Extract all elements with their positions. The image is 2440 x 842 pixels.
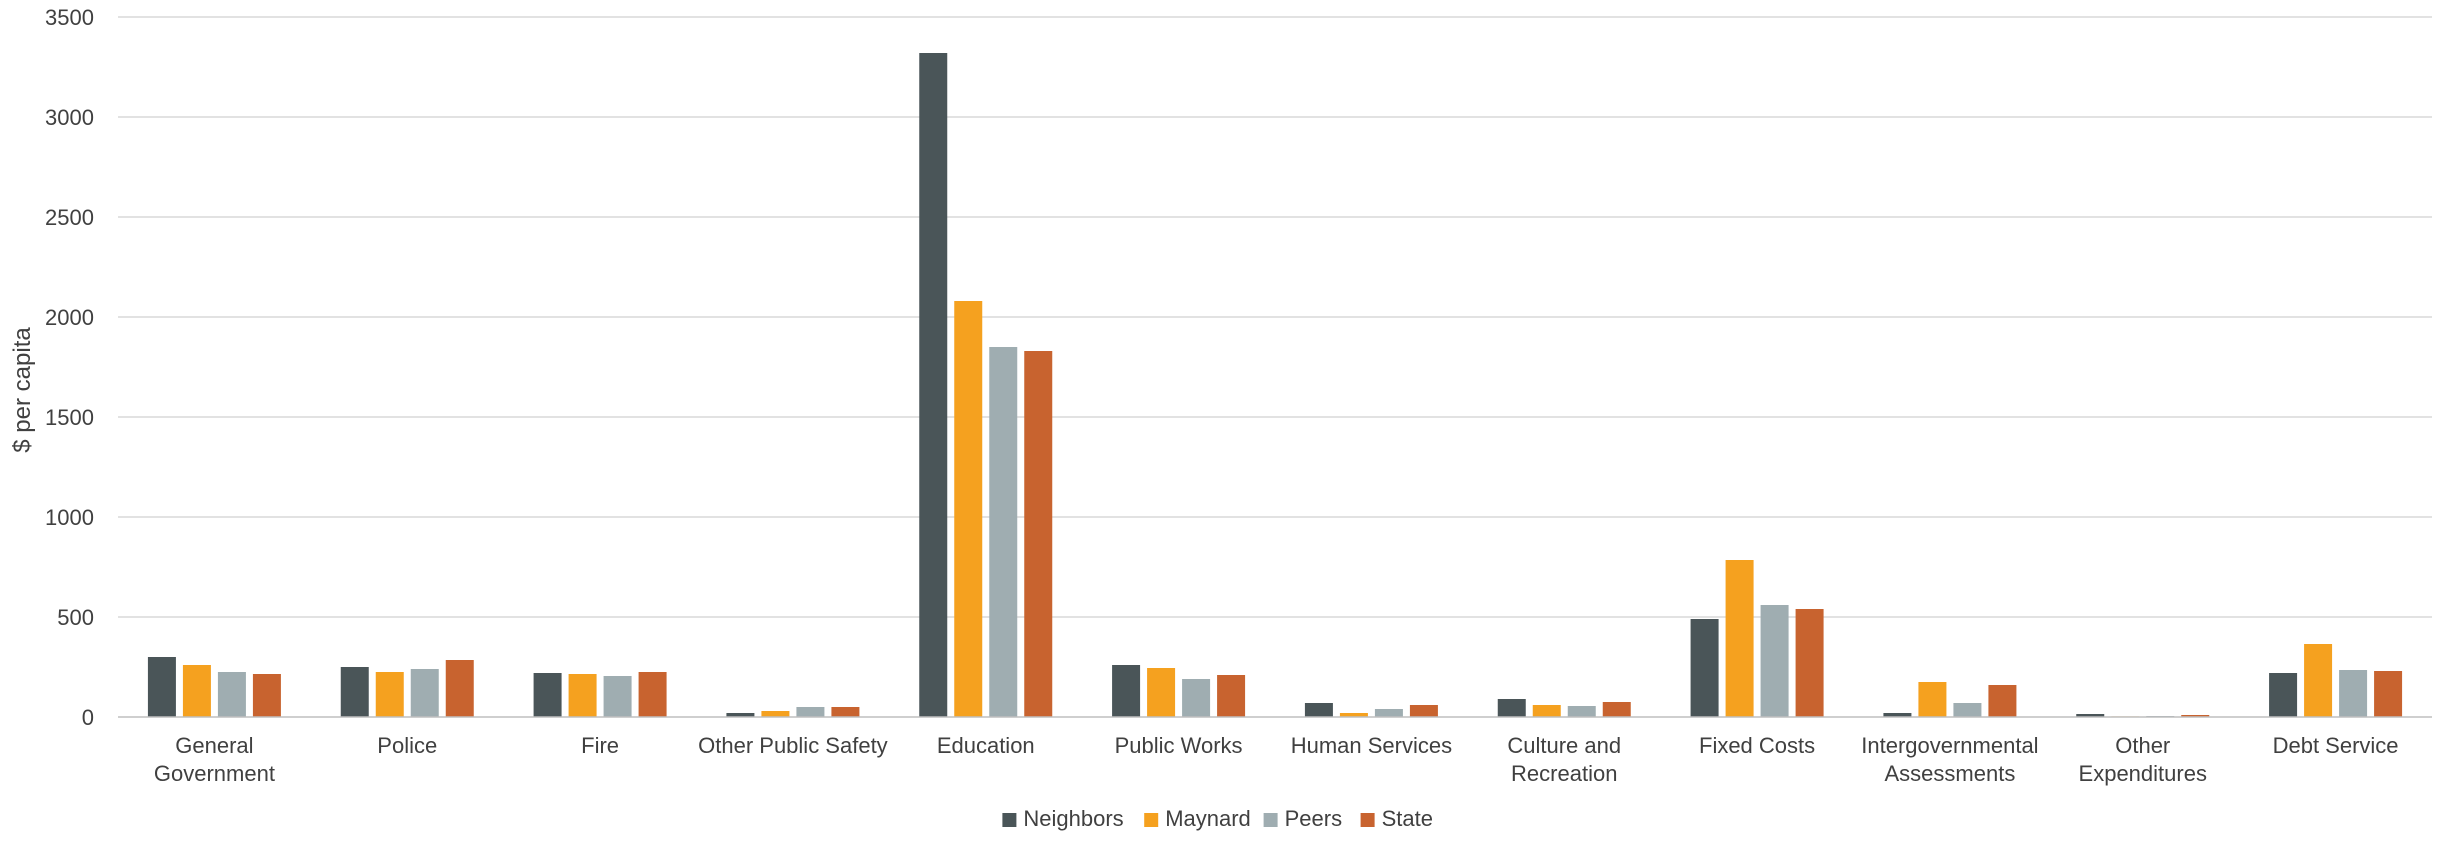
y-tick-label: 3000 (45, 105, 94, 130)
bar-neighbors (147, 657, 176, 717)
bar-neighbors (2076, 714, 2105, 717)
bar-state (1795, 609, 1824, 717)
x-tick-label-line: Police (377, 733, 437, 758)
bar-peers (2339, 670, 2368, 717)
x-tick-label-line: Assessments (1885, 761, 2016, 786)
bar-maynard (1532, 705, 1561, 717)
bar-state (2181, 715, 2210, 717)
x-tick-label-line: Human Services (1291, 733, 1452, 758)
bar-neighbors (1497, 699, 1526, 717)
bar-state (1409, 705, 1438, 717)
bar-maynard (182, 665, 211, 717)
y-tick-label: 500 (57, 605, 94, 630)
bar-neighbors (1690, 619, 1719, 717)
x-tick-label-line: Other (2115, 733, 2170, 758)
bar-maynard (375, 672, 404, 717)
bar-neighbors (1883, 713, 1912, 717)
legend-label-peers: Peers (1285, 806, 1342, 831)
bar-state (638, 672, 667, 717)
x-tick-label: Public Works (1115, 733, 1243, 758)
bar-neighbors (340, 667, 369, 717)
x-tick-label-line: Expenditures (2079, 761, 2207, 786)
x-tick-label: Debt Service (2273, 733, 2399, 758)
x-tick-label-line: Government (154, 761, 275, 786)
legend-label-neighbors: Neighbors (1023, 806, 1123, 831)
x-tick-label-line: Debt Service (2273, 733, 2399, 758)
x-tick-label: General Government (154, 733, 275, 786)
bar-maynard (1147, 668, 1176, 717)
y-axis-ticks: 0 500 1000 1500 2000 2500 3000 3500 (45, 5, 94, 730)
bar-neighbors (919, 53, 948, 717)
bar-peers (1182, 679, 1211, 717)
bar-neighbors (1112, 665, 1141, 717)
bar-neighbors (2269, 673, 2298, 717)
bar-maynard (1725, 560, 1754, 717)
y-tick-label: 1500 (45, 405, 94, 430)
bar-peers (410, 669, 439, 717)
bar-peers (1953, 703, 1982, 717)
bar-state (445, 660, 474, 717)
x-tick-label: Culture and Recreation (1507, 733, 1621, 786)
legend-swatch-neighbors (1002, 813, 1017, 827)
legend-swatch-maynard (1144, 813, 1159, 827)
x-tick-label: Intergovernmental Assessments (1861, 733, 2038, 786)
x-tick-label-line: Intergovernmental (1861, 733, 2038, 758)
bar-maynard (761, 711, 790, 717)
bar-state (831, 707, 860, 717)
x-axis-category-labels: General Government Police Fire Other Public … (154, 733, 2399, 786)
x-tick-label-line: Culture and (1507, 733, 1621, 758)
x-tick-label-line: Education (937, 733, 1035, 758)
bar-peers (1374, 709, 1403, 717)
legend-swatch-peers (1263, 813, 1278, 827)
gridlines (118, 16, 2432, 618)
bar-peers (603, 676, 632, 717)
bar-peers (989, 347, 1018, 717)
x-tick-label: Fire (581, 733, 619, 758)
bar-peers (1760, 605, 1789, 717)
x-tick-label-line: Other Public Safety (698, 733, 888, 758)
bar-neighbors (533, 673, 562, 717)
bar-maynard (1339, 713, 1368, 717)
bar-state (1217, 675, 1246, 717)
legend-label-state: State (1382, 806, 1433, 831)
bar-maynard (1918, 682, 1947, 717)
legend: Neighbors Maynard Peers State (1002, 806, 1433, 831)
legend-swatch-state (1360, 813, 1375, 827)
bar-maynard (568, 674, 597, 717)
y-tick-label: 1000 (45, 505, 94, 530)
y-axis-title: $ per capita (9, 327, 36, 453)
y-tick-label: 0 (82, 705, 94, 730)
x-tick-label: Other Public Safety (698, 733, 888, 758)
x-tick-label: Fixed Costs (1699, 733, 1815, 758)
bar-maynard (954, 301, 983, 717)
y-tick-label: 2500 (45, 205, 94, 230)
bar-peers (1567, 706, 1596, 717)
x-tick-label-line: Recreation (1511, 761, 1617, 786)
bar-state (1602, 702, 1631, 717)
bar-neighbors (726, 713, 755, 717)
x-tick-label-line: Fire (581, 733, 619, 758)
x-tick-label-line: General (175, 733, 253, 758)
y-tick-label: 2000 (45, 305, 94, 330)
bar-peers (217, 672, 246, 717)
x-tick-label: Other Expenditures (2079, 733, 2207, 786)
bar-maynard (2304, 644, 2333, 717)
bars (147, 53, 2403, 717)
legend-label-maynard: Maynard (1165, 806, 1251, 831)
x-tick-label-line: Fixed Costs (1699, 733, 1815, 758)
bar-state (252, 674, 281, 717)
x-tick-label: Education (937, 733, 1035, 758)
x-tick-label: Police (377, 733, 437, 758)
x-tick-label-line: Public Works (1115, 733, 1243, 758)
bar-state (2374, 671, 2403, 717)
bar-state (1024, 351, 1053, 717)
x-tick-label: Human Services (1291, 733, 1452, 758)
bar-neighbors (1304, 703, 1333, 717)
y-tick-label: 3500 (45, 5, 94, 30)
bar-peers (796, 707, 825, 717)
bar-state (1988, 685, 2017, 717)
